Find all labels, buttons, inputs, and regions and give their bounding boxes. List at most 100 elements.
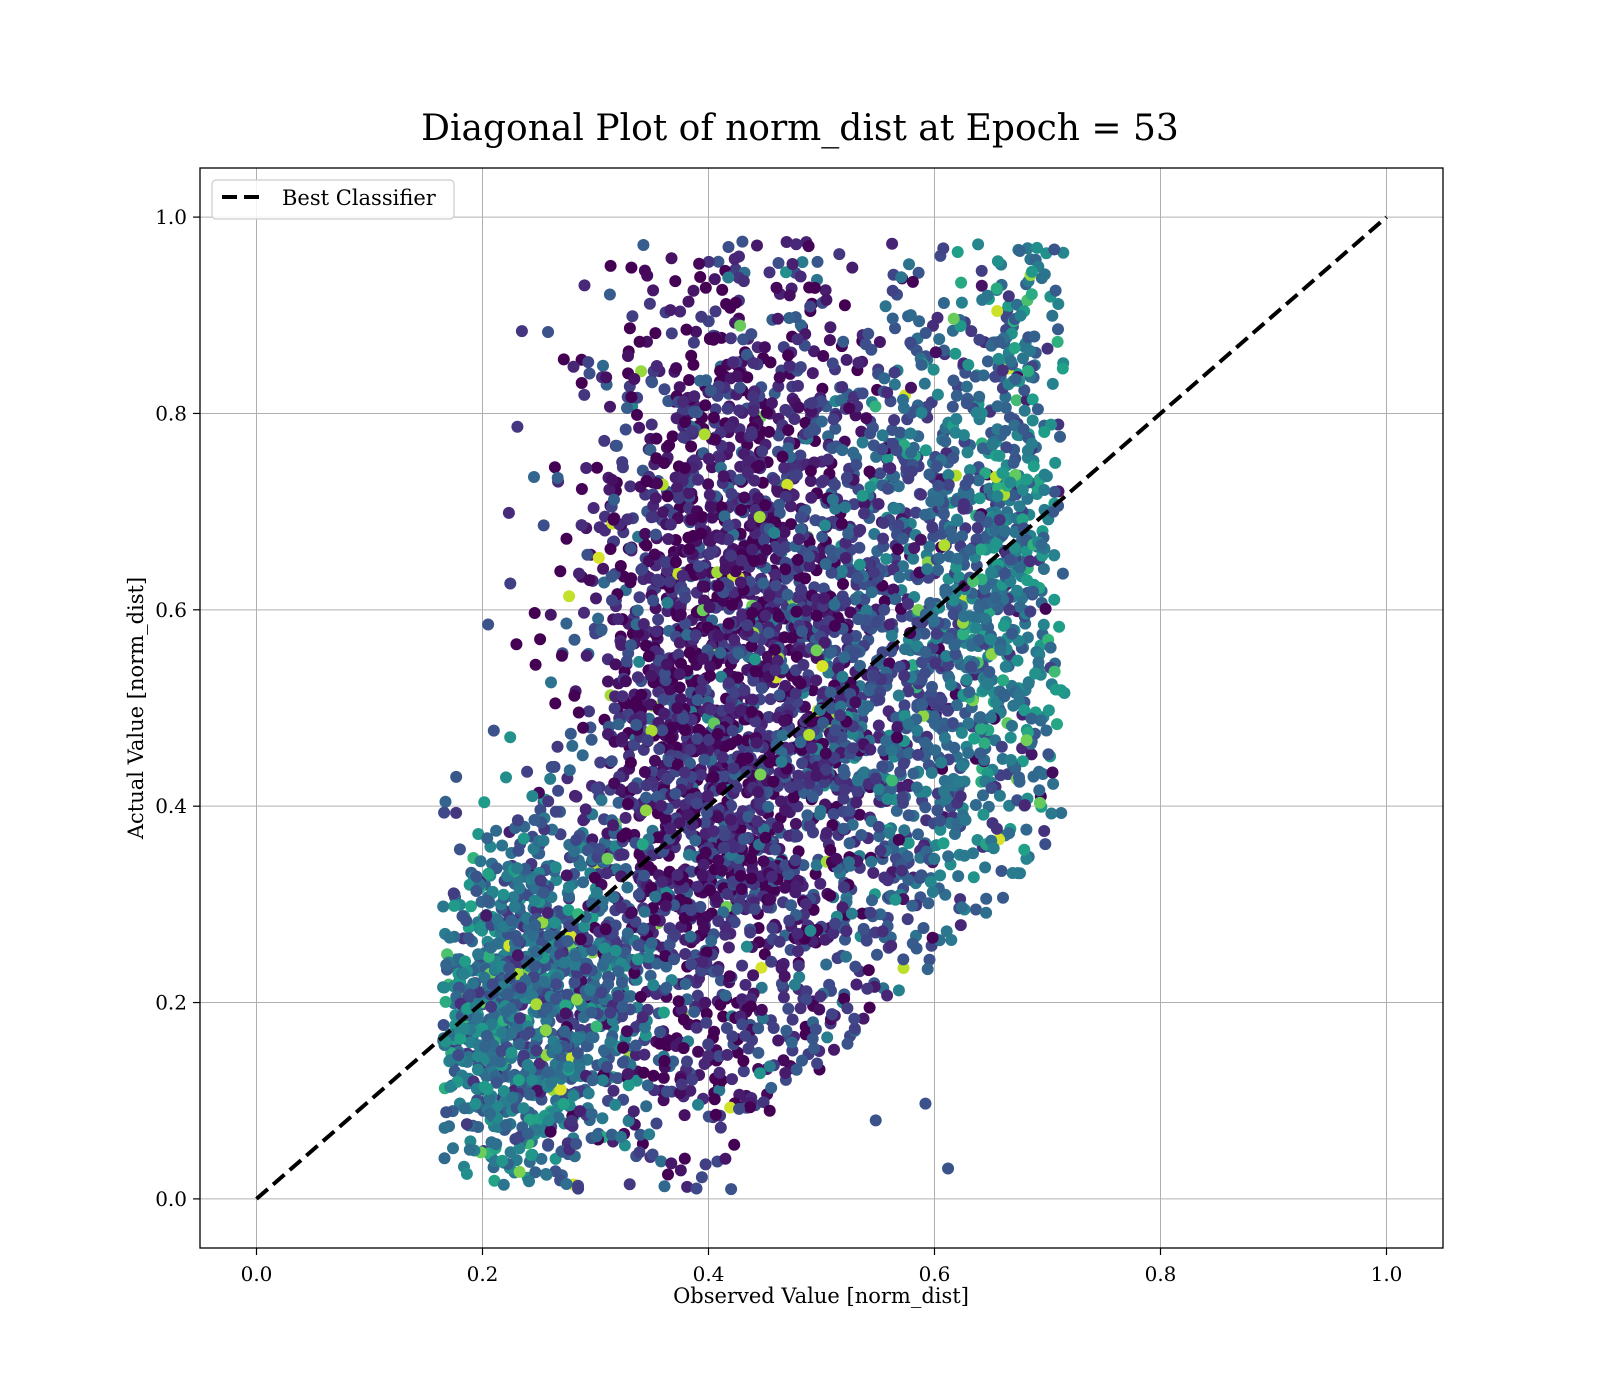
- scatter-point: [437, 900, 450, 913]
- scatter-point: [886, 284, 899, 297]
- scatter-point: [698, 816, 711, 829]
- scatter-point: [933, 333, 946, 346]
- scatter-point: [645, 511, 658, 524]
- scatter-point: [692, 1045, 705, 1058]
- scatter-point: [1011, 654, 1024, 667]
- scatter-point: [575, 519, 588, 532]
- scatter-point: [892, 519, 905, 532]
- scatter-point: [962, 358, 975, 371]
- scatter-point: [896, 791, 909, 804]
- scatter-point: [705, 703, 718, 716]
- scatter-point: [1049, 456, 1062, 469]
- scatter-point: [570, 790, 583, 803]
- scatter-point: [734, 319, 747, 332]
- scatter-point: [595, 624, 608, 637]
- scatter-point: [640, 779, 653, 792]
- scatter-point: [915, 656, 928, 669]
- scatter-point: [755, 1003, 768, 1016]
- scatter-point: [1049, 284, 1062, 297]
- scatter-point: [557, 353, 570, 366]
- scatter-point: [1018, 799, 1031, 812]
- scatter-point: [829, 502, 842, 515]
- scatter-point: [778, 461, 791, 474]
- scatter-point: [670, 481, 683, 494]
- scatter-point: [1033, 784, 1046, 797]
- scatter-point: [1018, 843, 1031, 856]
- scatter-point: [722, 617, 735, 630]
- scatter-point: [1025, 748, 1038, 761]
- scatter-point: [891, 721, 904, 734]
- scatter-point: [657, 1006, 670, 1019]
- scatter-point: [548, 461, 561, 474]
- scatter-point: [549, 861, 562, 874]
- scatter-point: [574, 933, 587, 946]
- scatter-point: [876, 443, 889, 456]
- scatter-point: [728, 916, 741, 929]
- scatter-point: [661, 596, 674, 609]
- scatter-point: [560, 532, 573, 545]
- scatter-point: [705, 934, 718, 947]
- scatter-point: [857, 1012, 870, 1025]
- scatter-point: [633, 421, 646, 434]
- scatter-point: [1027, 460, 1040, 473]
- scatter-point: [687, 284, 700, 297]
- scatter-point: [673, 681, 686, 694]
- scatter-point: [596, 1112, 609, 1125]
- scatter-point: [672, 648, 685, 661]
- scatter-point: [836, 381, 849, 393]
- scatter-point: [1020, 852, 1033, 865]
- scatter-point: [537, 519, 550, 532]
- scatter-point: [948, 741, 961, 754]
- scatter-point: [907, 552, 920, 565]
- scatter-point: [765, 955, 778, 968]
- scatter-point: [975, 279, 988, 292]
- scatter-point: [616, 690, 629, 703]
- scatter-point: [855, 829, 868, 841]
- scatter-point: [662, 1168, 674, 1181]
- scatter-point: [733, 404, 746, 417]
- scatter-point: [876, 429, 889, 442]
- scatter-point: [1007, 699, 1020, 712]
- scatter-point: [926, 521, 939, 534]
- scatter-point: [706, 511, 719, 524]
- scatter-point: [792, 401, 805, 414]
- scatter-point: [934, 814, 947, 827]
- scatter-point: [612, 613, 625, 625]
- scatter-point: [991, 400, 1004, 413]
- scatter-point: [759, 609, 772, 622]
- scatter-point: [690, 1182, 703, 1195]
- scatter-point: [639, 527, 652, 540]
- scatter-point: [563, 764, 576, 777]
- scatter-point: [605, 1128, 618, 1141]
- scatter-point: [978, 737, 991, 750]
- scatter-point: [823, 334, 836, 347]
- scatter-point: [889, 502, 902, 515]
- scatter-point: [534, 874, 547, 887]
- scatter-point: [682, 848, 695, 861]
- scatter-point: [894, 426, 906, 439]
- scatter-point: [878, 372, 891, 385]
- scatter-point: [928, 717, 941, 730]
- scatter-point: [713, 1084, 726, 1097]
- scatter-point: [695, 769, 707, 781]
- scatter-point: [896, 532, 909, 545]
- scatter-point: [806, 1032, 819, 1045]
- scatter-point: [778, 526, 791, 539]
- scatter-point: [770, 281, 783, 294]
- scatter-point: [525, 1149, 538, 1161]
- scatter-point: [501, 988, 514, 1001]
- scatter-point: [604, 400, 616, 413]
- scatter-point: [742, 1042, 755, 1055]
- scatter-point: [997, 891, 1009, 904]
- scatter-point: [811, 255, 824, 268]
- scatter-point: [631, 408, 643, 421]
- scatter-point: [791, 945, 804, 958]
- scatter-point: [779, 403, 792, 416]
- scatter-point: [1048, 485, 1061, 498]
- scatter-point: [785, 899, 798, 912]
- scatter-point: [755, 682, 768, 694]
- scatter-point: [594, 756, 607, 769]
- scatter-point: [810, 859, 823, 872]
- scatter-point: [790, 1063, 803, 1076]
- scatter-point: [606, 473, 618, 486]
